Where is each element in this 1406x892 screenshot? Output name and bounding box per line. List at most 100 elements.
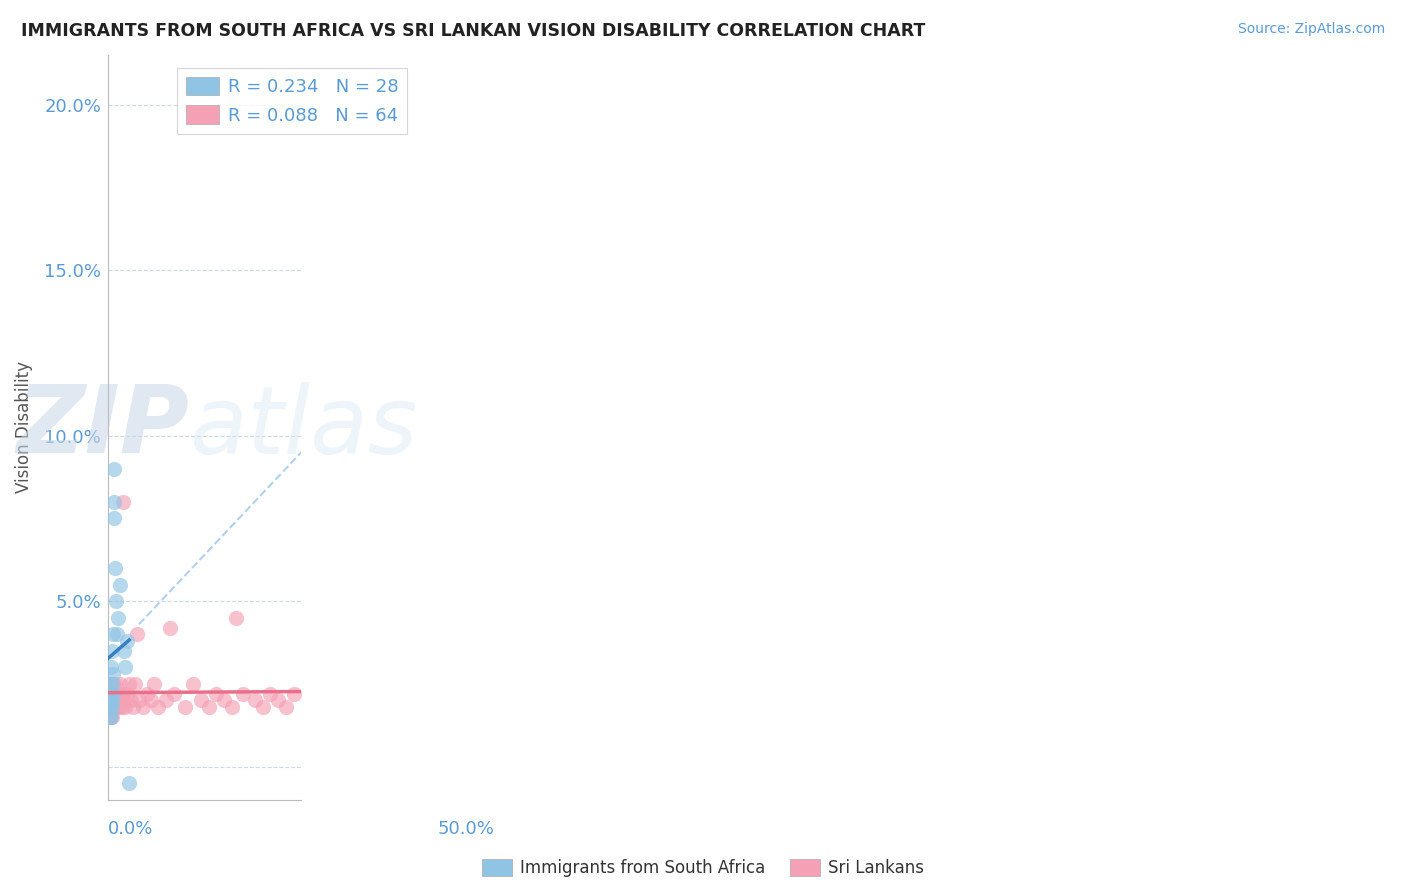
Point bbox=[103, 511, 125, 525]
Point bbox=[104, 700, 127, 714]
Point bbox=[118, 677, 141, 691]
Text: 0.0%: 0.0% bbox=[108, 821, 153, 838]
Point bbox=[283, 687, 305, 701]
Point bbox=[101, 700, 124, 714]
Y-axis label: Vision Disability: Vision Disability bbox=[15, 361, 32, 493]
Point bbox=[104, 687, 127, 701]
Point bbox=[155, 693, 177, 707]
Point bbox=[101, 644, 124, 658]
Point bbox=[124, 677, 146, 691]
Legend: R = 0.234   N = 28, R = 0.088   N = 64: R = 0.234 N = 28, R = 0.088 N = 64 bbox=[177, 68, 408, 134]
Point bbox=[159, 621, 181, 635]
Point bbox=[205, 687, 228, 701]
Point bbox=[110, 700, 132, 714]
Point bbox=[100, 700, 122, 714]
Point bbox=[118, 776, 141, 790]
Point bbox=[98, 677, 121, 691]
Text: ZIP: ZIP bbox=[17, 382, 190, 474]
Point bbox=[101, 666, 124, 681]
Point bbox=[100, 677, 122, 691]
Text: 50.0%: 50.0% bbox=[437, 821, 495, 838]
Point bbox=[101, 687, 124, 701]
Point bbox=[104, 594, 127, 608]
Point bbox=[259, 687, 281, 701]
Point bbox=[97, 693, 120, 707]
Point bbox=[197, 700, 219, 714]
Point bbox=[100, 693, 122, 707]
Point bbox=[143, 677, 166, 691]
Point bbox=[114, 660, 136, 674]
Point bbox=[117, 633, 139, 648]
Point bbox=[100, 700, 122, 714]
Point bbox=[98, 693, 121, 707]
Point bbox=[128, 693, 150, 707]
Point bbox=[111, 687, 134, 701]
Point bbox=[98, 677, 121, 691]
Point bbox=[100, 710, 122, 724]
Point bbox=[190, 693, 212, 707]
Point bbox=[174, 700, 197, 714]
Point bbox=[100, 700, 122, 714]
Point bbox=[108, 677, 131, 691]
Point bbox=[103, 495, 125, 509]
Point bbox=[103, 700, 125, 714]
Point bbox=[101, 693, 124, 707]
Point bbox=[100, 693, 122, 707]
Point bbox=[101, 710, 124, 724]
Point bbox=[112, 693, 135, 707]
Point bbox=[103, 693, 125, 707]
Point bbox=[117, 687, 139, 701]
Text: Source: ZipAtlas.com: Source: ZipAtlas.com bbox=[1237, 22, 1385, 37]
Point bbox=[232, 687, 254, 701]
Point bbox=[252, 700, 274, 714]
Point bbox=[135, 687, 157, 701]
Point bbox=[125, 627, 148, 641]
Point bbox=[267, 693, 290, 707]
Point bbox=[107, 687, 129, 701]
Point bbox=[108, 577, 131, 591]
Point bbox=[139, 693, 162, 707]
Point bbox=[105, 693, 128, 707]
Point bbox=[98, 700, 121, 714]
Point bbox=[107, 610, 129, 624]
Point bbox=[98, 710, 121, 724]
Point bbox=[212, 693, 235, 707]
Point bbox=[148, 700, 170, 714]
Point bbox=[122, 700, 145, 714]
Point bbox=[101, 677, 124, 691]
Point bbox=[103, 677, 125, 691]
Point bbox=[97, 687, 120, 701]
Point bbox=[97, 710, 120, 724]
Point bbox=[225, 610, 247, 624]
Point bbox=[98, 700, 121, 714]
Point bbox=[101, 677, 124, 691]
Point bbox=[100, 660, 122, 674]
Point bbox=[98, 710, 121, 724]
Point bbox=[104, 677, 127, 691]
Point bbox=[108, 700, 131, 714]
Point bbox=[103, 461, 125, 475]
Point bbox=[112, 644, 135, 658]
Point bbox=[243, 693, 266, 707]
Point bbox=[114, 700, 136, 714]
Point bbox=[97, 700, 120, 714]
Legend: Immigrants from South Africa, Sri Lankans: Immigrants from South Africa, Sri Lankan… bbox=[475, 852, 931, 884]
Text: IMMIGRANTS FROM SOUTH AFRICA VS SRI LANKAN VISION DISABILITY CORRELATION CHART: IMMIGRANTS FROM SOUTH AFRICA VS SRI LANK… bbox=[21, 22, 925, 40]
Point bbox=[101, 687, 124, 701]
Point bbox=[100, 700, 122, 714]
Point bbox=[163, 687, 186, 701]
Point bbox=[111, 495, 134, 509]
Point bbox=[132, 700, 155, 714]
Point bbox=[98, 687, 121, 701]
Point bbox=[101, 693, 124, 707]
Point bbox=[98, 687, 121, 701]
Point bbox=[181, 677, 204, 691]
Point bbox=[120, 693, 142, 707]
Point bbox=[100, 687, 122, 701]
Point bbox=[110, 693, 132, 707]
Point bbox=[103, 627, 125, 641]
Point bbox=[104, 561, 127, 575]
Point bbox=[221, 700, 243, 714]
Text: atlas: atlas bbox=[190, 382, 418, 473]
Point bbox=[105, 627, 128, 641]
